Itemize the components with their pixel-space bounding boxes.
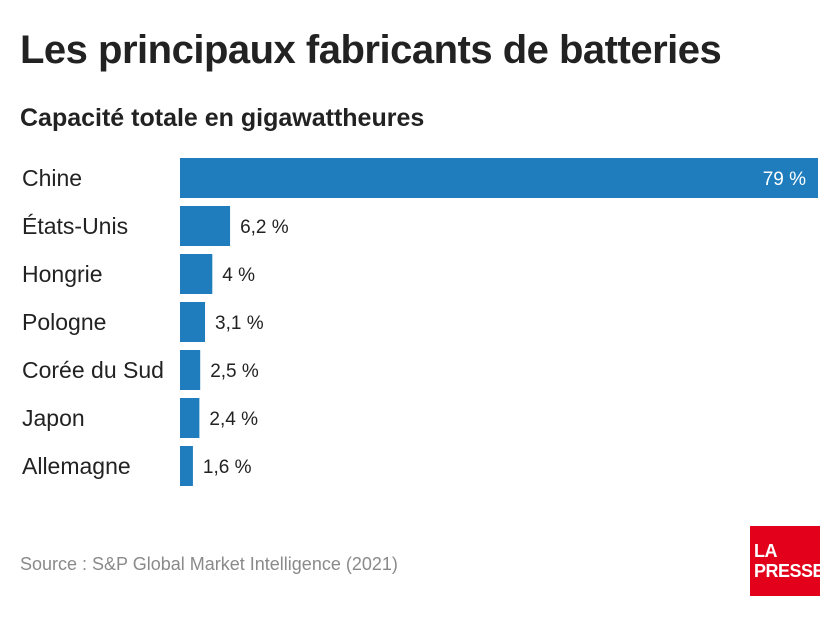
value-label: 1,6 % bbox=[203, 457, 252, 478]
bar bbox=[180, 158, 818, 198]
category-label: Hongrie bbox=[22, 261, 103, 287]
source-note: Source : S&P Global Market Intelligence … bbox=[20, 554, 398, 574]
la-presse-logo: LA PRESSE bbox=[750, 526, 825, 596]
category-label: Japon bbox=[22, 405, 85, 431]
bar bbox=[180, 254, 213, 294]
value-label: 3,1 % bbox=[215, 313, 264, 334]
category-label: Chine bbox=[22, 165, 82, 191]
chart-title: Les principaux fabricants de batteries bbox=[20, 28, 722, 72]
value-label: 4 % bbox=[222, 265, 255, 286]
bar bbox=[180, 350, 201, 390]
bar bbox=[180, 302, 206, 342]
value-label: 6,2 % bbox=[240, 217, 289, 238]
value-label: 2,5 % bbox=[210, 361, 259, 382]
category-label: Corée du Sud bbox=[22, 357, 164, 383]
logo-line-1: LA bbox=[754, 541, 778, 561]
value-label: 79 % bbox=[763, 169, 806, 190]
bar bbox=[180, 446, 193, 486]
category-label: Allemagne bbox=[22, 453, 131, 479]
bar-chart: Chine 79 % États-Unis 6,2 % Hongrie 4 % Pologn… bbox=[22, 158, 818, 486]
bar bbox=[180, 398, 200, 438]
value-label: 2,4 % bbox=[209, 409, 258, 430]
bar bbox=[180, 206, 231, 246]
chart-subtitle: Capacité totale en gigawattheures bbox=[20, 104, 425, 132]
category-label: Pologne bbox=[22, 309, 106, 335]
logo-line-2: PRESSE bbox=[754, 561, 825, 581]
category-label: États-Unis bbox=[22, 213, 128, 239]
